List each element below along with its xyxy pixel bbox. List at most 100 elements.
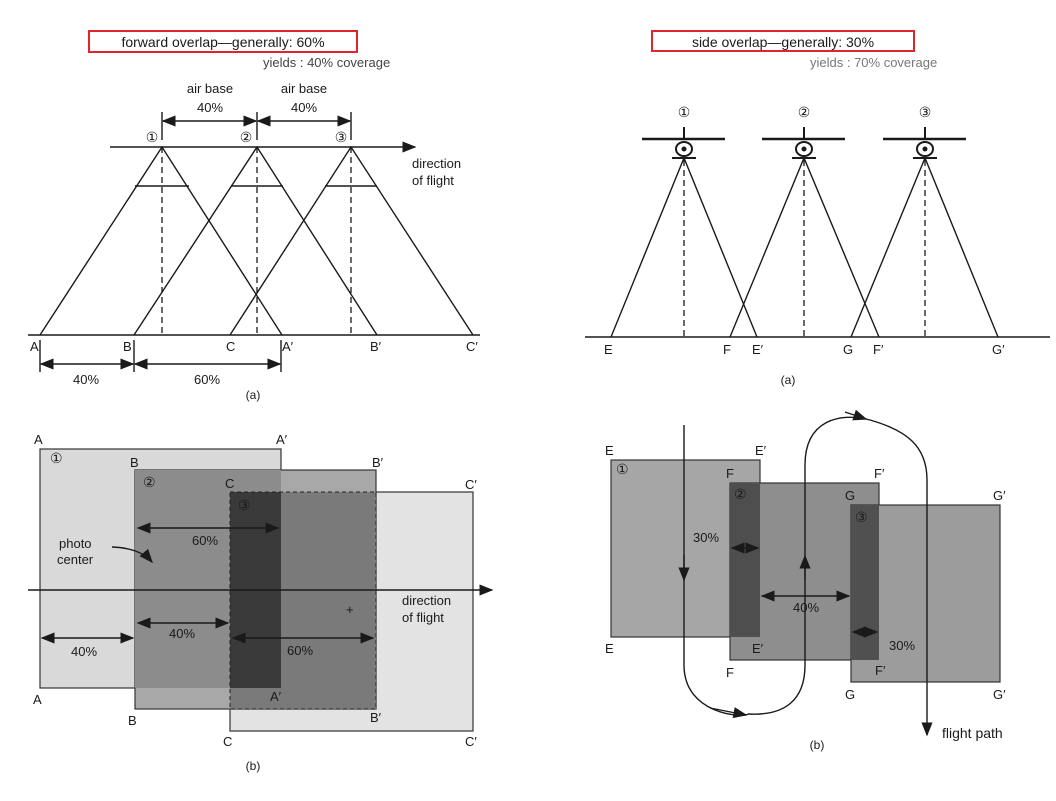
photo3-label-Cprime-bottom: C′ — [465, 734, 477, 749]
side-label-Eprime-top: E′ — [755, 443, 767, 458]
flight-path-arrow-top — [844, 409, 868, 421]
photo2-label-Bprime-bottom: B′ — [370, 710, 382, 725]
side-label-Gprime-top: G′ — [993, 488, 1006, 503]
pct-40-mid: 40% — [169, 626, 195, 641]
caption-right-a: (a) — [781, 373, 796, 387]
photo1-label-Aprime-top: A′ — [276, 432, 288, 447]
highlight-box-side — [651, 30, 915, 52]
side-point-G-prime: G′ — [992, 342, 1005, 357]
side-point-G: G — [843, 342, 853, 357]
side-cone-3 — [850, 156, 999, 338]
photo1-label-A-top: A — [34, 432, 43, 447]
direction-label-line1: direction — [412, 156, 461, 171]
side-label-G-top: G — [845, 488, 855, 503]
side-yields-text: yields : 70% coverage — [810, 55, 937, 70]
side-point-F-prime: F′ — [873, 342, 884, 357]
photo3-label-C-bottom: C — [223, 734, 232, 749]
aircraft-1-icon — [642, 127, 725, 159]
side-cone-1 — [610, 156, 758, 338]
flight-path-arrow-bottom — [709, 707, 748, 719]
side-overlap-text: side overlap—generally: 30% — [692, 34, 874, 50]
caption-right-b: (b) — [810, 738, 825, 752]
direction-label-line2: of flight — [412, 173, 454, 188]
side-station-2: ② — [798, 104, 811, 120]
airbase-value-1: 40% — [197, 100, 223, 115]
dim-label-40: 40% — [73, 372, 99, 387]
side-label-F-top: F — [726, 466, 734, 481]
station-3-marker: ③ — [335, 129, 348, 145]
side-overlap-1-2 — [730, 483, 760, 637]
side-overlap-diagram-a: ① ② ③ E F E′ G F′ G′ (a) — [585, 104, 1050, 387]
side-photo-3-number: ③ — [855, 509, 868, 525]
side-label-Fprime-bottom: F′ — [875, 663, 886, 678]
ground-point-A: A — [30, 339, 39, 354]
photo-center-line1: photo — [59, 536, 92, 551]
airbase-label-1: air base — [187, 81, 233, 96]
airbase-value-2: 40% — [291, 100, 317, 115]
photo2-label-B-top: B — [130, 455, 139, 470]
aircraft-2-icon — [762, 127, 845, 159]
dim-label-60: 60% — [194, 372, 220, 387]
side-pct-30-left: 30% — [693, 530, 719, 545]
side-label-F-bottom: F — [726, 665, 734, 680]
photo-center-arrow — [111, 546, 153, 564]
forward-overlap-header: forward overlap—generally: 60% yields : … — [88, 30, 390, 70]
photo3-label-C-top: C — [225, 476, 234, 491]
photo-3-number: ③ — [238, 497, 251, 513]
ground-point-A-prime: A′ — [282, 339, 294, 354]
side-label-Fprime-top: F′ — [874, 466, 885, 481]
photo-1-number: ① — [50, 450, 63, 466]
side-label-G-bottom: G — [845, 687, 855, 702]
station-1-marker: ① — [146, 129, 159, 145]
pct-40-left: 40% — [71, 644, 97, 659]
ground-point-B: B — [123, 339, 132, 354]
flight-path-label: flight path — [942, 725, 1003, 741]
flight-path-leg-3 — [869, 419, 933, 737]
photo1-label-A-bottom: A — [33, 692, 42, 707]
side-overlap-header: side overlap—generally: 30% yields : 70%… — [651, 30, 937, 70]
photo3-label-Cprime-top: C′ — [465, 477, 477, 492]
side-label-Gprime-bottom: G′ — [993, 687, 1006, 702]
flight-path-leg-2 — [747, 416, 871, 715]
cone-2 — [133, 145, 378, 336]
pct-60-right: 60% — [287, 643, 313, 658]
side-photo-1-number: ① — [616, 461, 629, 477]
photo3-center-plus: + — [346, 602, 354, 617]
forward-overlap-diagram-b: ① ② ③ A A′ A A′ B B′ B B′ C C′ C C′ dire… — [28, 432, 494, 773]
highlight-box — [88, 30, 358, 53]
photo2-label-B-bottom: B — [128, 713, 137, 728]
photo1-label-Aprime-bottom: A′ — [270, 689, 282, 704]
ground-point-B-prime: B′ — [370, 339, 382, 354]
side-label-Eprime-bottom: E′ — [752, 641, 764, 656]
side-station-3: ③ — [919, 104, 932, 120]
side-photo-2-number: ② — [734, 486, 747, 502]
side-station-1: ① — [678, 104, 691, 120]
photo2-label-Bprime-top: B′ — [372, 455, 384, 470]
side-overlap-2-3 — [851, 505, 879, 660]
pct-60-top: 60% — [192, 533, 218, 548]
cone-1 — [39, 145, 283, 336]
caption-left-a: (a) — [246, 388, 261, 402]
airbase-label-2: air base — [281, 81, 327, 96]
forward-yields-text: yields : 40% coverage — [263, 55, 390, 70]
forward-overlap-diagram-a: air base 40% air base 40% ① ② ③ directio… — [28, 81, 480, 402]
caption-left-b: (b) — [246, 759, 261, 773]
photo-2-number: ② — [143, 474, 156, 490]
ground-point-C-prime: C′ — [466, 339, 478, 354]
side-point-E: E — [604, 342, 613, 357]
forward-overlap-text: forward overlap—generally: 60% — [121, 34, 324, 50]
side-point-F: F — [723, 342, 731, 357]
side-label-E-bottom: E — [605, 641, 614, 656]
side-label-E-top: E — [605, 443, 614, 458]
direction-b-line2: of flight — [402, 610, 444, 625]
side-pct-40: 40% — [793, 600, 819, 615]
side-overlap-diagram-b: ① ② ③ E E′ E E′ F F′ F F′ G G′ G G′ flig… — [605, 409, 1006, 752]
side-cone-2 — [729, 156, 880, 338]
station-2-marker: ② — [240, 129, 253, 145]
ground-point-C: C — [226, 339, 235, 354]
side-pct-30-right: 30% — [889, 638, 915, 653]
direction-b-line1: direction — [402, 593, 451, 608]
photo-center-line2: center — [57, 552, 94, 567]
side-point-E-prime: E′ — [752, 342, 764, 357]
